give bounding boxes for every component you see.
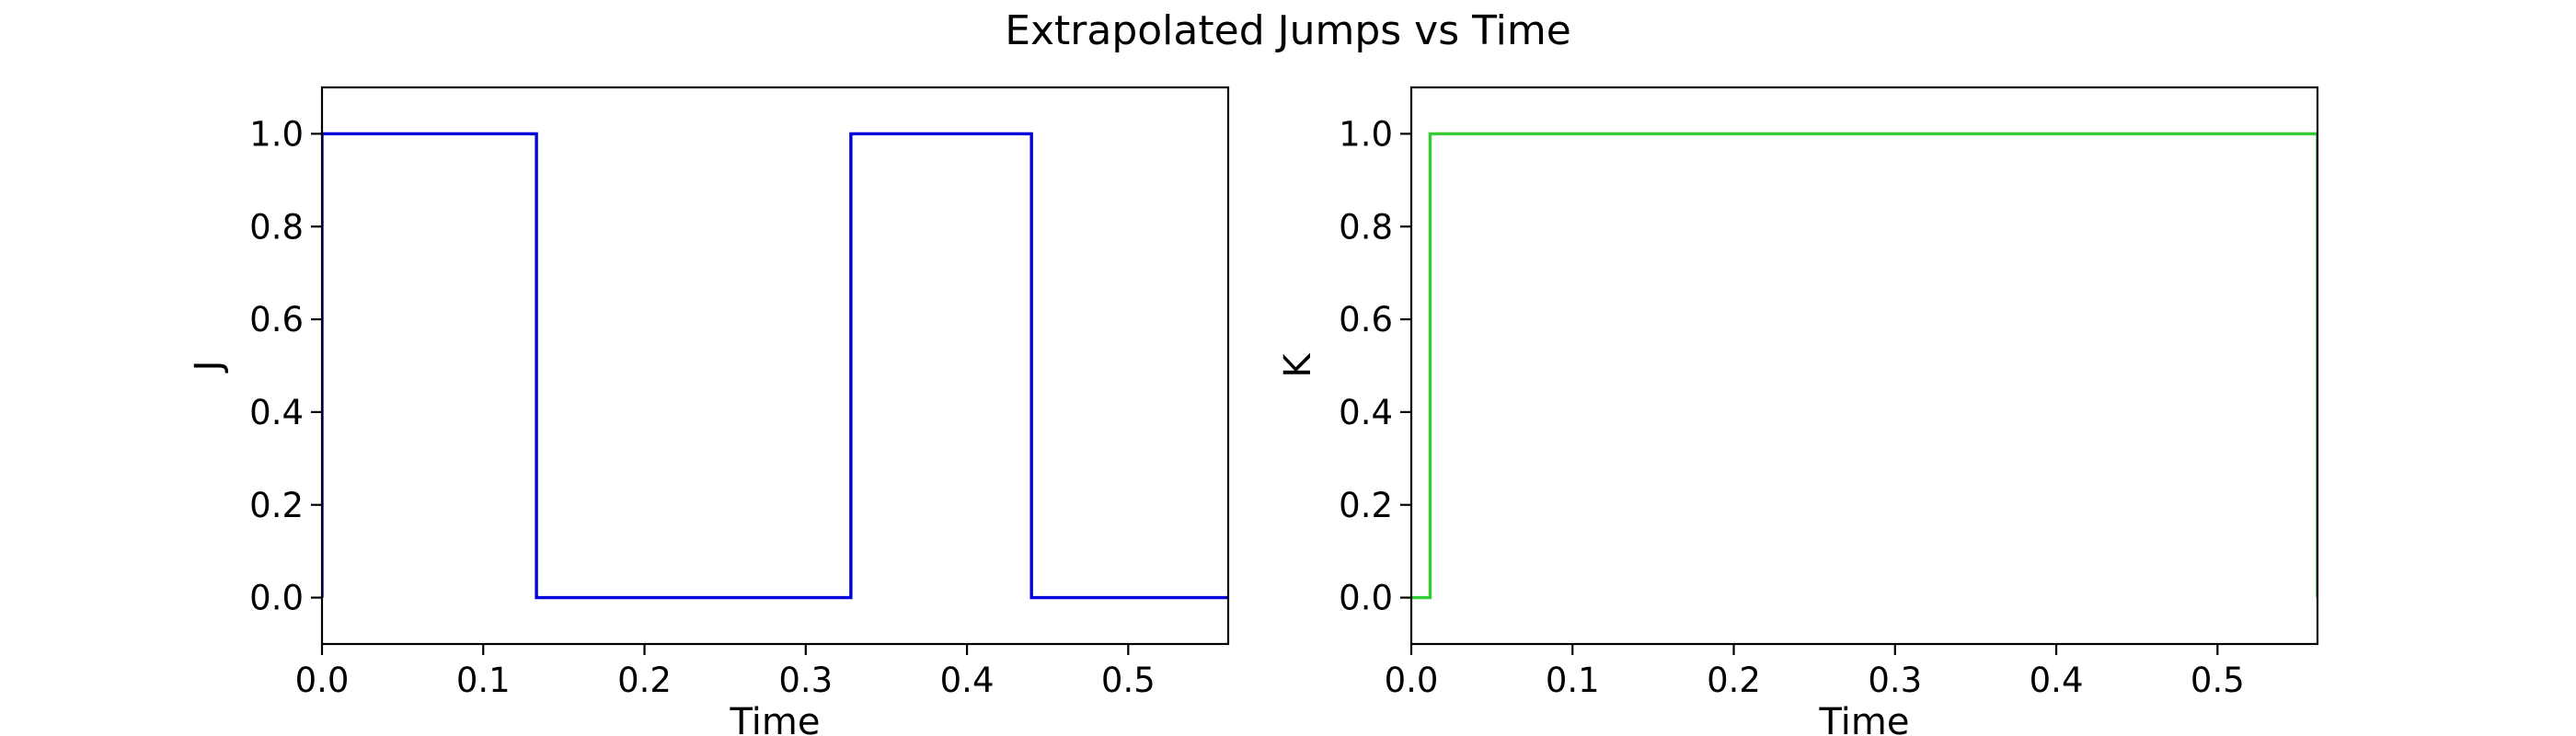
series-line-0 bbox=[1411, 132, 2317, 600]
subplot-jumps-j: 0.0 0.1 0.2 0.3 0.4 0.5 0.0 0.2 0.4 0.6 0.8 1.0 Time… bbox=[188, 86, 1230, 736]
x-tick-label: 0.2 bbox=[1707, 661, 1761, 700]
y-tick-label: 0.6 bbox=[1339, 300, 1393, 339]
y-tick-label: 0.4 bbox=[249, 393, 304, 432]
axes-frame bbox=[320, 86, 1230, 646]
x-tick-label: 0.3 bbox=[778, 661, 833, 700]
x-tick-label: 0.5 bbox=[2191, 661, 2245, 700]
x-tick-label: 0.0 bbox=[295, 661, 350, 700]
y-axis-label: K bbox=[1277, 352, 1319, 378]
y-tick-label: 0.0 bbox=[1339, 579, 1393, 618]
y-axis-label: J bbox=[188, 361, 230, 374]
x-tick-label: 0.3 bbox=[1868, 661, 1922, 700]
y-tick-label: 0.0 bbox=[249, 579, 304, 618]
y-tick-label: 0.8 bbox=[249, 207, 304, 247]
y-tick-label: 0.4 bbox=[1339, 393, 1393, 432]
x-axis-label: Time bbox=[1819, 701, 1910, 736]
series-line-0 bbox=[322, 132, 1228, 600]
x-axis-label: Time bbox=[730, 701, 821, 736]
figure-title: Extrapolated Jumps vs Time bbox=[1005, 7, 1571, 54]
x-tick-label: 0.1 bbox=[1546, 661, 1600, 700]
y-tick-label: 0.2 bbox=[1339, 486, 1393, 525]
axes-frame bbox=[1409, 86, 2319, 646]
x-tick-label: 0.2 bbox=[617, 661, 672, 700]
x-tick-label: 0.0 bbox=[1385, 661, 1439, 700]
subplot-jumps-k: 0.0 0.1 0.2 0.3 0.4 0.5 0.0 0.2 0.4 0.6 0.8 1.0 Time… bbox=[1277, 86, 2319, 736]
y-tick-label: 0.8 bbox=[1339, 207, 1393, 247]
x-tick-label: 0.4 bbox=[940, 661, 995, 700]
y-tick-label: 0.6 bbox=[249, 300, 304, 339]
x-tick-label: 0.1 bbox=[456, 661, 511, 700]
x-tick-label: 0.4 bbox=[2030, 661, 2084, 700]
y-tick-label: 1.0 bbox=[249, 114, 304, 154]
y-tick-label: 1.0 bbox=[1339, 114, 1393, 154]
y-tick-label: 0.2 bbox=[249, 486, 304, 525]
x-tick-label: 0.5 bbox=[1101, 661, 1156, 700]
